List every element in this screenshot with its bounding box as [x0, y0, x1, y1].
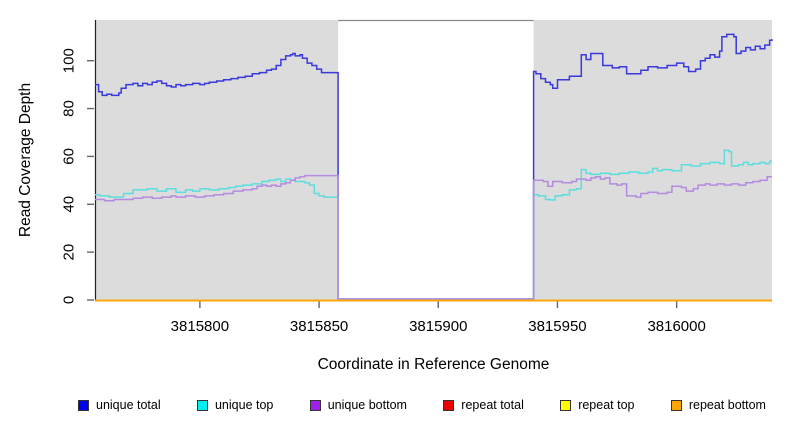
legend-label: repeat total — [461, 398, 524, 412]
x-tick-label: 3815950 — [528, 318, 586, 335]
legend-swatch-icon — [560, 399, 572, 411]
legend-label: unique bottom — [327, 398, 407, 412]
x-tick-label: 3816000 — [647, 318, 705, 335]
legend-label: repeat top — [578, 398, 635, 412]
y-tick-label: 20 — [61, 244, 78, 261]
legend-item-unique-total: unique total — [78, 399, 161, 412]
y-tick-label: 80 — [61, 100, 78, 117]
y-axis-title: Read Coverage Depth — [17, 82, 34, 238]
legend-item-repeat-top: repeat top — [560, 399, 634, 412]
series-line-unique-bottom — [95, 174, 772, 300]
legend-label: unique total — [96, 398, 161, 412]
legend-item-unique-bottom: unique bottom — [309, 398, 407, 412]
shaded-region — [533, 20, 772, 300]
legend-swatch-icon — [670, 399, 682, 411]
legend-label: repeat bottom — [688, 398, 766, 412]
y-tick-label: 100 — [61, 48, 78, 73]
y-tick-label: 0 — [61, 296, 78, 304]
y-tick-label: 60 — [61, 148, 78, 165]
legend-item-repeat-bottom: repeat bottom — [670, 398, 766, 412]
series-line-unique-total — [95, 33, 773, 300]
series-line-unique-top — [95, 149, 772, 300]
x-tick-label: 3815850 — [290, 318, 348, 335]
shaded-region — [95, 20, 339, 300]
x-tick-label: 3815900 — [409, 318, 467, 335]
legend-item-unique-top: unique top — [196, 398, 274, 412]
legend: unique total unique top unique bottom repea… — [78, 399, 766, 412]
y-tick-label: 40 — [61, 196, 78, 213]
x-axis-title: Coordinate in Reference Genome — [317, 356, 550, 373]
legend-swatch-icon — [196, 399, 208, 411]
legend-item-repeat-total: repeat total — [443, 399, 524, 412]
legend-swatch-icon — [309, 399, 321, 411]
legend-swatch-icon — [78, 399, 89, 411]
legend-label: unique top — [214, 398, 274, 412]
x-tick-label: 3815800 — [171, 318, 229, 335]
legend-swatch-icon — [443, 399, 455, 411]
